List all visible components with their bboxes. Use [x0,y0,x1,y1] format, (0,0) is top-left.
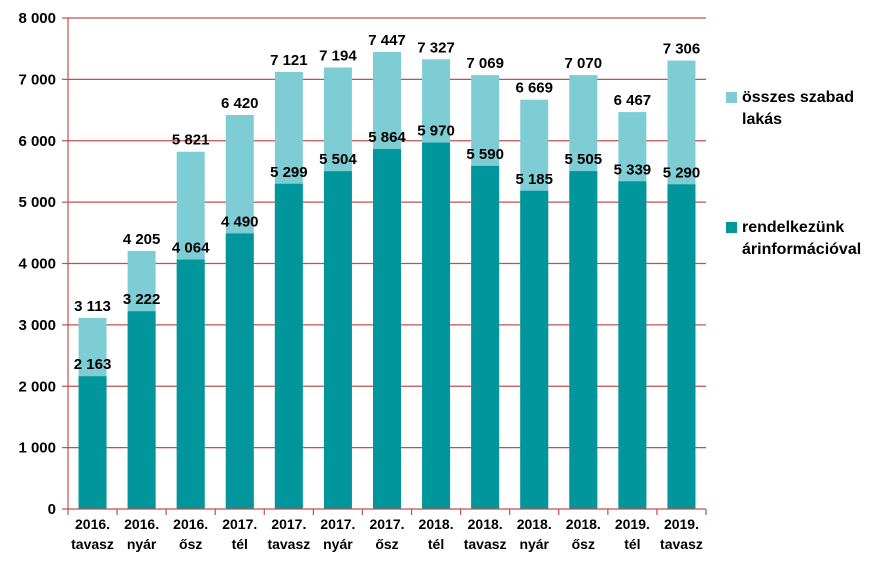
data-label-price-info: 5 339 [614,161,652,178]
y-tick-label: 4 000 [18,256,56,273]
legend-label: összes szabad [742,89,854,106]
x-tick-label-season: tél [428,536,444,552]
data-label-total: 7 327 [417,39,455,56]
bar-price-info [274,183,303,510]
bar-price-info [78,376,107,509]
y-tick-label: 8 000 [18,10,56,27]
y-tick-label: 0 [48,501,56,518]
data-label-price-info: 4 064 [172,240,210,257]
data-label-total: 6 669 [515,80,553,97]
x-tick-label-year: 2017. [369,516,404,532]
data-label-price-info: 5 970 [417,123,455,140]
data-label-price-info: 5 590 [466,146,504,163]
bars [78,51,696,510]
data-label-total: 6 420 [221,95,259,112]
data-label-total: 7 306 [663,41,701,58]
x-tick-label-season: nyár [519,536,549,552]
x-tick-label-year: 2017. [222,516,257,532]
data-label-total: 7 121 [270,52,308,69]
data-label-total: 4 205 [123,231,161,248]
data-label-total: 7 194 [319,47,357,64]
x-tick-label-year: 2019. [664,516,699,532]
x-tick-label-season: tél [624,536,640,552]
x-tick-label-year: 2018. [566,516,601,532]
x-tick-label-season: nyár [323,536,353,552]
data-label-price-info: 5 504 [319,151,357,168]
bar-price-info [373,149,401,510]
x-tick-label-year: 2016. [124,516,159,532]
x-tick-label-year: 2016. [75,516,110,532]
x-tick-label-year: 2018. [517,516,552,532]
x-tick-label-season: tavasz [660,536,703,552]
legend-label: árinformációval [742,241,861,258]
data-label-total: 7 447 [368,32,406,49]
bar-price-info [569,171,598,510]
legend-swatch [726,222,737,233]
data-label-price-info: 2 163 [74,356,112,373]
x-tick-label-season: ősz [375,536,398,552]
x-tick-label-year: 2018. [419,516,454,532]
x-tick-label-season: tavasz [71,536,114,552]
x-tick-label-season: nyár [127,536,157,552]
x-tick-label-season: ősz [572,536,595,552]
data-label-total: 5 821 [172,132,210,149]
bar-price-info [127,311,156,509]
x-axis: 2016. tavasz 2016. nyár 2016. ősz 2017. tél 2017… [67,508,707,552]
legend-swatch [726,92,737,103]
data-label-price-info: 4 490 [221,213,259,230]
y-tick-label: 5 000 [18,194,56,211]
legend: összes szabad lakás rendelkezünk árinformác… [726,89,861,258]
x-tick-label-year: 2017. [271,516,306,532]
bar-price-info [520,190,549,509]
y-tick-label: 3 000 [18,317,56,334]
data-label-price-info: 5 299 [270,164,308,181]
x-tick-label-year: 2017. [320,516,355,532]
y-tick-label: 2 000 [18,378,56,395]
y-tick-label: 6 000 [18,133,56,150]
legend-label: rendelkezünk [742,219,844,236]
y-axis: 0 1 000 2 000 3 000 4 000 5 000 6 000 7 000 8 00… [18,10,69,518]
bar-price-info [225,233,254,509]
x-tick-label-season: tavasz [267,536,310,552]
x-tick-label-season: ősz [179,536,202,552]
data-label-price-info: 5 185 [515,171,553,188]
bar-price-info [667,184,696,510]
data-label-total: 7 069 [466,55,504,72]
x-tick-label-year: 2019. [615,516,650,532]
x-tick-label-year: 2018. [468,516,503,532]
data-label-price-info: 5 290 [663,164,701,181]
x-tick-label-season: tél [232,536,248,552]
x-tick-label-year: 2016. [173,516,208,532]
data-labels: 3 113 2 163 4 205 3 222 5 821 4 064 6 420 4 490… [74,32,700,373]
bar-price-info [422,142,451,509]
bar-price-info [323,171,352,509]
bar-price-info [176,259,205,509]
bar-price-info [618,181,647,509]
data-label-price-info: 5 864 [368,129,406,146]
data-label-price-info: 3 222 [123,291,161,308]
x-tick-label-season: tavasz [464,536,507,552]
y-tick-label: 7 000 [18,71,56,88]
data-label-total: 3 113 [74,298,111,315]
legend-label: lakás [742,111,782,128]
bar-price-info [471,165,500,509]
data-label-total: 7 070 [565,55,603,72]
data-label-total: 6 467 [614,92,652,109]
data-label-price-info: 5 505 [565,151,603,168]
y-tick-label: 1 000 [18,440,56,457]
